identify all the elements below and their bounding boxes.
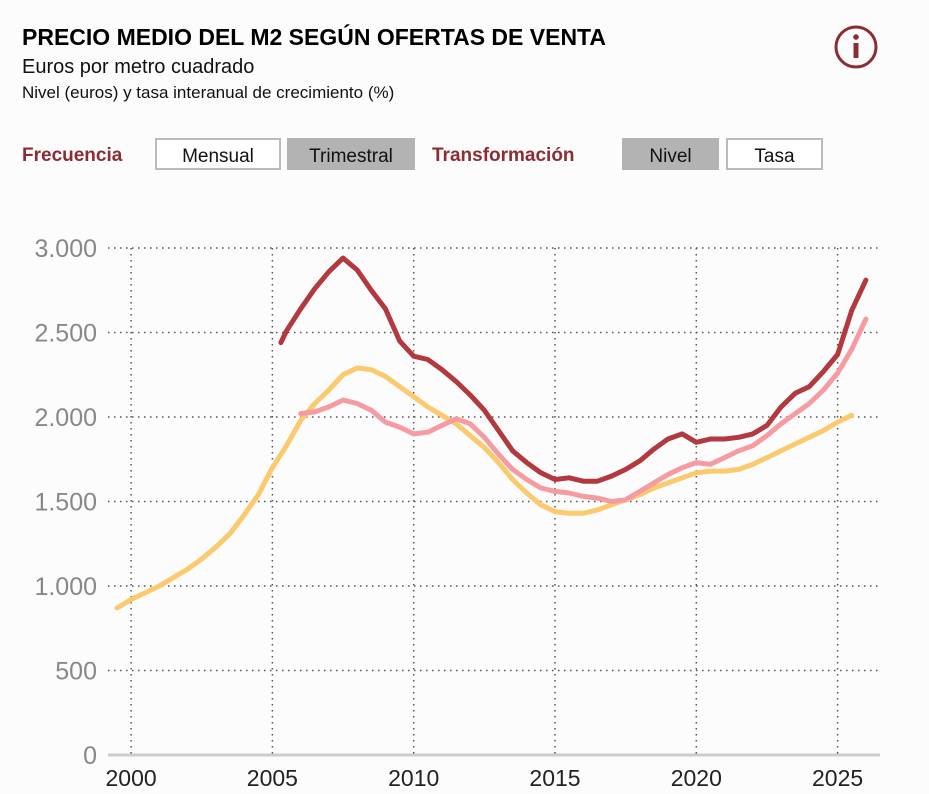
x-tick-label: 2005 (247, 765, 298, 791)
y-tick-label: 1.500 (34, 489, 97, 517)
x-tick-label: 2000 (106, 765, 157, 791)
title: PRECIO MEDIO DEL M2 SEGÚN OFERTAS DE VEN… (22, 24, 607, 50)
subtitle: Euros por metro cuadrado (22, 56, 255, 78)
control-label: Transformación (432, 145, 575, 166)
y-tick-label: 1.000 (34, 573, 97, 601)
option-button[interactable]: Nivel (622, 138, 719, 170)
info-icon (834, 25, 878, 69)
series-line (298, 316, 869, 504)
y-tick-label: 2.500 (34, 320, 97, 348)
y-tick-label: 0 (83, 742, 97, 770)
option-button[interactable]: Tasa (726, 138, 823, 170)
series-line (278, 255, 869, 484)
note: Nivel (euros) y tasa interanual de creci… (22, 83, 395, 102)
option-button[interactable]: Trimestral (287, 138, 415, 170)
x-tick-label: 2025 (812, 765, 863, 791)
control-label: Frecuencia (22, 145, 123, 166)
x-tick-label: 2020 (671, 765, 722, 791)
series-line (114, 365, 855, 611)
x-tick-label: 2015 (529, 765, 580, 791)
y-tick-label: 2.000 (34, 404, 97, 432)
x-tick-label: 2010 (388, 765, 439, 791)
option-button[interactable]: Mensual (155, 138, 281, 170)
y-tick-label: 3.000 (34, 235, 97, 263)
y-tick-label: 500 (55, 658, 97, 686)
